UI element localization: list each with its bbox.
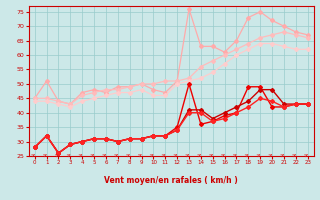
X-axis label: Vent moyen/en rafales ( km/h ): Vent moyen/en rafales ( km/h ) bbox=[104, 176, 238, 185]
